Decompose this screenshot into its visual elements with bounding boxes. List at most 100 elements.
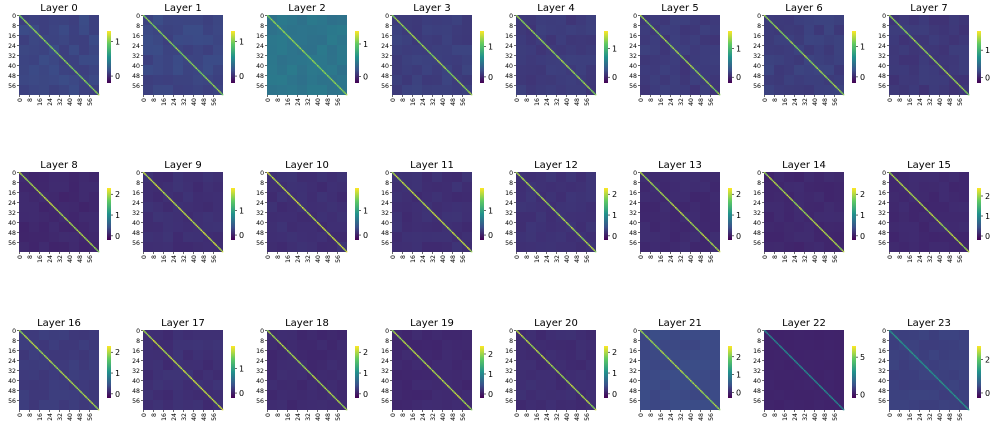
heatmap-diagonal-cell <box>439 219 442 222</box>
heatmap-cell-block <box>173 390 183 400</box>
heatmap-diagonal-cell <box>208 237 210 239</box>
heatmap-cell-block <box>919 85 929 95</box>
y-tick-label: 32 <box>505 368 513 375</box>
heatmap-cell-block <box>297 390 307 400</box>
heatmap-diagonal-cell <box>581 395 583 397</box>
y-tick-label: 24 <box>505 358 513 365</box>
heatmap-diagonal-cell <box>946 387 949 390</box>
heatmap-cell-block <box>307 202 317 212</box>
heatmap-diagonal-cell <box>685 217 687 219</box>
heatmap-cell-block <box>660 222 670 232</box>
heatmap-cell-block <box>834 380 844 390</box>
heatmap-diagonal-cell <box>936 377 939 380</box>
heatmap-cell-block <box>79 182 89 192</box>
heatmap-cell-block <box>784 390 794 400</box>
x-tick-label: 56 <box>211 98 218 106</box>
heatmap-diagonal-cell <box>397 335 399 337</box>
heatmap-cell-block <box>814 370 824 380</box>
heatmap-diagonal-cell <box>559 373 562 376</box>
heatmap-diagonal-cell <box>643 333 646 336</box>
heatmap-diagonal-cell <box>522 21 524 23</box>
y-tick-label: 8 <box>385 180 389 187</box>
heatmap-diagonal-cell <box>273 178 275 180</box>
heatmap-diagonal-cell <box>534 33 537 36</box>
heatmap-diagonal-cell <box>211 398 214 401</box>
heatmap-cell-block <box>814 85 824 95</box>
heatmap-diagonal-cell <box>784 35 786 37</box>
heatmap-cell-block <box>764 222 774 232</box>
heatmap-diagonal-cell <box>71 67 74 70</box>
heatmap-cell-block <box>287 222 297 232</box>
colorbar-tick-label: 1 <box>612 211 617 220</box>
heatmap-cell-block <box>959 222 969 232</box>
heatmap-diagonal-cell <box>894 177 896 179</box>
heatmap-diagonal-cell <box>658 33 661 36</box>
heatmap-diagonal-cell <box>716 248 718 250</box>
heatmap-diagonal-cell <box>460 83 463 86</box>
heatmap-cell-block <box>774 212 784 222</box>
heatmap-diagonal-cell <box>781 189 784 192</box>
y-tick-label: 40 <box>381 378 389 385</box>
heatmap-diagonal-cell <box>24 335 26 337</box>
heatmap-diagonal-cell <box>897 180 900 183</box>
heatmap-diagonal-cell <box>827 393 830 396</box>
heatmap-cell-block <box>462 172 472 182</box>
heatmap-diagonal-cell <box>26 179 29 182</box>
colorbar <box>355 31 359 83</box>
y-tick-label: 40 <box>753 63 761 70</box>
heatmap-diagonal-cell <box>711 86 713 88</box>
heatmap-diagonal-cell <box>467 405 469 407</box>
heatmap-diagonal-cell <box>437 60 439 62</box>
heatmap-cell-block <box>442 172 452 182</box>
y-tick-label: 56 <box>629 83 637 90</box>
heatmap-cell-block <box>824 370 834 380</box>
heatmap-cell-block <box>814 15 824 25</box>
heatmap-diagonal-cell <box>201 230 204 233</box>
y-tick-label: 16 <box>753 348 761 355</box>
heatmap-diagonal-cell <box>811 219 814 222</box>
heatmap-diagonal-cell <box>682 214 685 217</box>
colorbar-tick-label: 1 <box>736 371 741 380</box>
x-tick-label: 32 <box>927 98 934 106</box>
heatmap-cell-block <box>422 75 432 85</box>
heatmap-diagonal-cell <box>398 178 400 180</box>
heatmap-cell-block <box>774 232 784 242</box>
x-tick-label: 24 <box>668 413 675 421</box>
heatmap-diagonal-cell <box>345 250 348 253</box>
heatmap-cell-block <box>462 202 472 212</box>
colorbar-tick-label: 0 <box>985 74 990 83</box>
heatmap-cell-block <box>690 350 700 360</box>
heatmap-cell-block <box>39 360 49 370</box>
heatmap-diagonal-cell <box>170 42 173 45</box>
heatmap-cell-block <box>163 172 173 182</box>
heatmap-cell-block <box>153 370 163 380</box>
heatmap-cell-block <box>889 340 899 350</box>
x-tick-label: 0 <box>390 413 397 417</box>
x-tick-label: 24 <box>668 98 675 106</box>
heatmap-diagonal-cell <box>419 357 422 360</box>
heatmap-diagonal-cell <box>671 361 673 363</box>
heatmap-diagonal-cell <box>815 223 817 225</box>
heatmap-cell-block <box>804 35 814 45</box>
heatmap-diagonal-cell <box>395 175 398 178</box>
heatmap-diagonal-cell <box>964 90 966 92</box>
heatmap-cell-block <box>163 85 173 95</box>
heatmap-cell-block <box>203 400 213 410</box>
heatmap-diagonal-cell <box>819 385 821 387</box>
heatmap-cell-block <box>576 172 586 182</box>
heatmap-cell-block <box>277 172 287 182</box>
heatmap-diagonal-cell <box>470 250 473 253</box>
heatmap-cell-block <box>959 202 969 212</box>
heatmap-cell-block <box>909 330 919 340</box>
heatmap-diagonal-cell <box>891 174 894 177</box>
heatmap-diagonal-cell <box>817 383 820 386</box>
heatmap-cell-block <box>516 75 526 85</box>
heatmap-cell-block <box>402 370 412 380</box>
heatmap-cell-block <box>153 212 163 222</box>
heatmap-cell-block <box>327 172 337 182</box>
colorbar-tick-label: 0 <box>488 73 493 82</box>
heatmap-cell-block <box>307 330 317 340</box>
heatmap-diagonal-cell <box>344 249 347 252</box>
heatmap-diagonal-cell <box>645 177 647 179</box>
heatmap-diagonal-cell <box>465 245 468 248</box>
